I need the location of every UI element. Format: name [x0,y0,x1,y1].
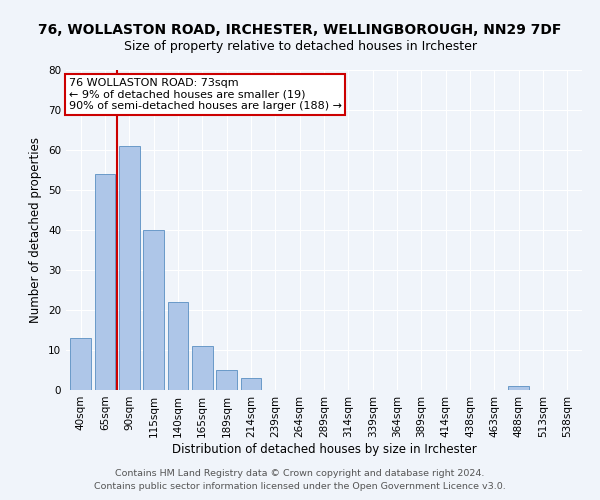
Bar [241,378,262,390]
Text: Size of property relative to detached houses in Irchester: Size of property relative to detached ho… [124,40,476,53]
Bar [167,302,188,390]
Text: Contains public sector information licensed under the Open Government Licence v3: Contains public sector information licen… [94,482,506,491]
Bar [119,146,140,390]
X-axis label: Distribution of detached houses by size in Irchester: Distribution of detached houses by size … [172,442,476,456]
Bar [508,386,529,390]
Text: Contains HM Land Registry data © Crown copyright and database right 2024.: Contains HM Land Registry data © Crown c… [115,468,485,477]
Bar [216,370,237,390]
Text: 76 WOLLASTON ROAD: 73sqm
← 9% of detached houses are smaller (19)
90% of semi-de: 76 WOLLASTON ROAD: 73sqm ← 9% of detache… [68,78,341,111]
Bar [192,346,212,390]
Bar [95,174,115,390]
Text: 76, WOLLASTON ROAD, IRCHESTER, WELLINGBOROUGH, NN29 7DF: 76, WOLLASTON ROAD, IRCHESTER, WELLINGBO… [38,22,562,36]
Bar [143,230,164,390]
Bar [70,338,91,390]
Y-axis label: Number of detached properties: Number of detached properties [29,137,43,323]
